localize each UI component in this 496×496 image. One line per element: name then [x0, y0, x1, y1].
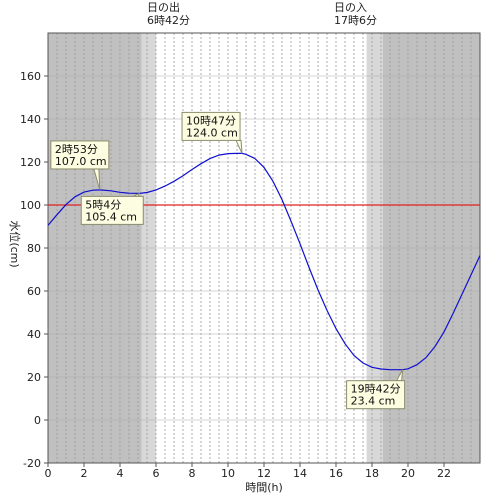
callout-box	[181, 111, 241, 141]
x-tick-label: 8	[189, 467, 196, 480]
series-line	[47, 152, 481, 371]
callout-level: 124.0 cm	[186, 126, 238, 139]
y-tick-label: 80	[27, 242, 41, 255]
sunrise-time: 6時42分	[147, 14, 190, 27]
x-tick-label: 0	[45, 467, 52, 480]
x-tick-label: 20	[401, 467, 415, 480]
y-ticks: -20 0 20 40 60 80 100 120 140 160	[20, 70, 48, 470]
x-tick-label: 12	[257, 467, 271, 480]
x-tick-label: 10	[221, 467, 235, 480]
y-tick-label: 160	[20, 70, 41, 83]
y-tick-label: 120	[20, 156, 41, 169]
x-tick-label: 6	[153, 467, 160, 480]
x-ticks: 0 2 4 6 8 10 12 14 16 18 20 22	[45, 463, 451, 480]
y-tick-label: 40	[27, 328, 41, 341]
x-tick-label: 16	[329, 467, 343, 480]
callout-time: 19時42分	[351, 383, 401, 396]
x-tick-label: 4	[117, 467, 124, 480]
sunset-time: 17時6分	[334, 14, 377, 27]
y-tick-label: 0	[34, 414, 41, 427]
y-tick-label: 20	[27, 371, 41, 384]
x-axis-label: 時間(h)	[245, 481, 283, 494]
y-tick-label: 100	[20, 199, 41, 212]
y-tick-label: -20	[23, 457, 41, 470]
callout-time: 10時47分	[186, 114, 236, 127]
callout-box	[50, 140, 110, 170]
x-tick-label: 18	[365, 467, 379, 480]
callout-box	[346, 380, 406, 410]
x-tick-label: 22	[437, 467, 451, 480]
x-tick-label: 2	[81, 467, 88, 480]
y-tick-label: 140	[20, 113, 41, 126]
sunrise-label: 日の出	[147, 0, 180, 14]
sunset-label: 日の入	[334, 1, 367, 14]
callout-time: 2時53分	[55, 143, 98, 156]
callout-level: 107.0 cm	[55, 155, 107, 168]
callout-level: 105.4 cm	[85, 210, 137, 223]
y-tick-label: 60	[27, 285, 41, 298]
callout-level: 23.4 cm	[351, 395, 396, 408]
y-axis-label: 水位(cm)	[8, 220, 22, 267]
x-tick-label: 14	[293, 467, 307, 480]
callout-time: 5時4分	[85, 198, 121, 211]
callout-box	[80, 195, 144, 225]
